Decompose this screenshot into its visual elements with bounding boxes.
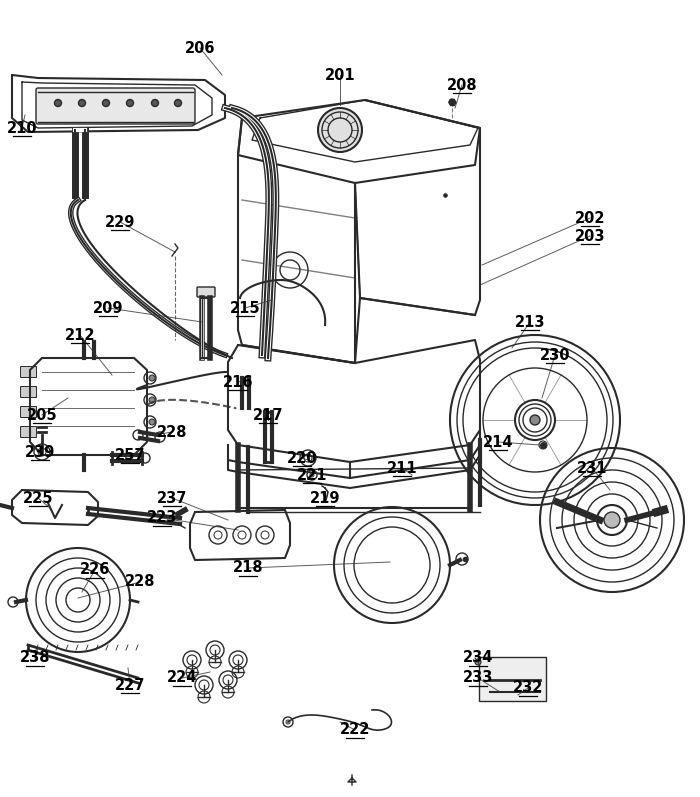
Circle shape: [149, 375, 155, 381]
Circle shape: [127, 100, 134, 107]
Circle shape: [151, 100, 158, 107]
Text: 257: 257: [115, 447, 146, 462]
Text: 209: 209: [92, 300, 123, 316]
Text: 220: 220: [287, 450, 317, 465]
Text: 203: 203: [575, 229, 606, 244]
FancyBboxPatch shape: [20, 426, 36, 437]
Circle shape: [149, 397, 155, 403]
Text: 201: 201: [325, 68, 356, 83]
Text: 224: 224: [167, 670, 197, 685]
Text: 221: 221: [297, 468, 328, 482]
Text: 238: 238: [20, 650, 50, 665]
Text: 225: 225: [22, 490, 53, 505]
Text: 216: 216: [223, 375, 253, 390]
FancyBboxPatch shape: [20, 386, 36, 396]
Circle shape: [102, 100, 109, 107]
Text: 215: 215: [230, 300, 260, 316]
Circle shape: [55, 100, 62, 107]
Text: 231: 231: [577, 461, 608, 476]
Text: 237: 237: [157, 490, 187, 505]
Text: 219: 219: [309, 490, 340, 505]
Circle shape: [604, 512, 620, 528]
Text: 205: 205: [27, 407, 57, 422]
Text: 226: 226: [80, 563, 110, 578]
Text: 239: 239: [25, 445, 55, 460]
Text: 233: 233: [463, 670, 494, 685]
Text: 217: 217: [253, 407, 284, 422]
Text: 213: 213: [514, 315, 545, 329]
Text: 206: 206: [185, 41, 216, 56]
Circle shape: [449, 99, 455, 105]
Text: 229: 229: [105, 214, 135, 230]
Text: 227: 227: [115, 677, 145, 693]
Text: 222: 222: [340, 723, 370, 737]
Circle shape: [78, 100, 85, 107]
FancyBboxPatch shape: [197, 287, 215, 297]
Text: 218: 218: [232, 560, 263, 575]
FancyBboxPatch shape: [20, 366, 36, 376]
Text: 214: 214: [483, 434, 513, 450]
FancyBboxPatch shape: [36, 88, 195, 124]
Text: 234: 234: [463, 650, 494, 665]
FancyBboxPatch shape: [479, 657, 546, 701]
Circle shape: [149, 419, 155, 425]
Text: 202: 202: [575, 210, 606, 226]
Text: 212: 212: [64, 328, 95, 343]
Text: 228: 228: [157, 425, 188, 439]
Circle shape: [318, 108, 362, 152]
Text: 208: 208: [447, 77, 477, 92]
Text: 211: 211: [386, 461, 417, 476]
Text: 223: 223: [147, 511, 177, 525]
Circle shape: [530, 415, 540, 425]
Circle shape: [174, 100, 181, 107]
Text: 210: 210: [7, 120, 37, 135]
Text: 232: 232: [513, 681, 543, 696]
Text: 228: 228: [125, 575, 155, 590]
Circle shape: [475, 659, 481, 665]
Text: 230: 230: [540, 347, 570, 363]
FancyBboxPatch shape: [20, 406, 36, 417]
